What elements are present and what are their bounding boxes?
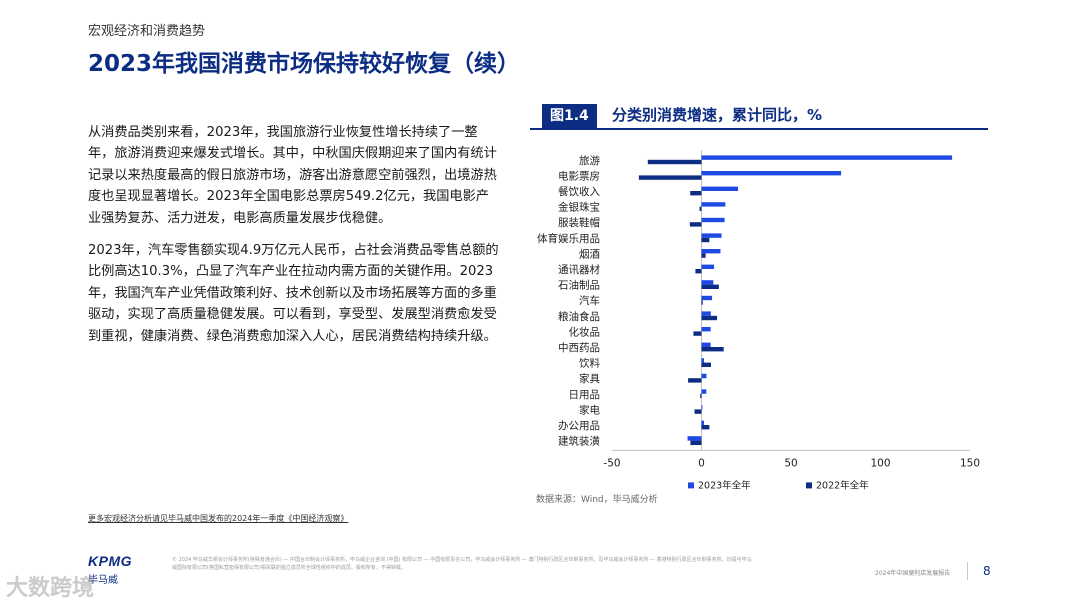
legend-label: 2022年全年 — [816, 479, 869, 491]
bar-2023 — [701, 280, 714, 285]
bar-2023 — [701, 233, 722, 238]
bar-2022 — [701, 315, 718, 321]
legend-label: 2023年全年 — [698, 479, 751, 491]
bar-2023 — [701, 155, 953, 160]
category-label: 电影票房 — [558, 169, 600, 182]
bar-2022 — [700, 393, 702, 399]
bar-2022 — [638, 175, 702, 180]
bar-2022 — [701, 253, 706, 258]
bar-2022 — [690, 191, 702, 196]
category-label: 建筑装潢 — [558, 435, 600, 448]
legend-swatch-2023 — [688, 482, 694, 489]
page-number: 8 — [983, 564, 991, 578]
bar-2022 — [690, 440, 702, 445]
category-label: 汽车 — [579, 294, 600, 307]
category-label: 化妆品 — [569, 325, 601, 338]
report-name: 2024年中国便利店发展报告 — [875, 570, 951, 577]
bar-2023 — [701, 311, 711, 316]
bar-2023 — [701, 202, 726, 207]
bar-2023 — [701, 264, 715, 269]
logo-text: KPMG — [88, 553, 132, 569]
section-label: 宏观经济和消费趋势 — [88, 24, 206, 39]
bar-2023 — [701, 249, 721, 254]
bar-2022 — [693, 331, 702, 336]
legend-swatch-2022 — [806, 482, 812, 489]
bar-2022 — [694, 409, 702, 414]
category-label: 饮料 — [579, 357, 600, 370]
bar-2023 — [701, 186, 739, 191]
category-label: 日用品 — [569, 389, 601, 401]
bar-2023 — [701, 327, 711, 332]
bar-2023 — [701, 217, 725, 223]
body-paragraph-1: 从消费品类别来看，2023年，我国旅游行业恢复性增长持续了一整年，旅游消费迎来爆… — [88, 125, 497, 226]
page-title: 2023年我国消费市场保持较好恢复（续） — [88, 51, 521, 77]
x-tick-label: 0 — [698, 457, 705, 469]
category-label: 办公用品 — [558, 419, 600, 432]
x-tick-label: 150 — [960, 457, 980, 469]
bar-2022 — [689, 222, 702, 227]
body-paragraph-2: 2023年，汽车零售额实现4.9万亿元人民币，占社会消费品零售总额的比例高达10… — [88, 243, 499, 344]
bar-2022 — [699, 206, 702, 211]
more-analysis-link[interactable]: 更多宏观经济分析请见毕马威中国发布的2024年一季度《中国经济观察》 — [88, 514, 349, 523]
bar-2023 — [701, 171, 842, 176]
watermark: 大数跨境 — [6, 576, 95, 601]
category-label: 中西药品 — [558, 341, 600, 354]
page-divider — [967, 562, 968, 580]
category-label: 餐饮收入 — [558, 185, 600, 198]
category-label: 家电 — [579, 403, 600, 416]
figure-badge: 图1.4 — [542, 104, 597, 128]
bar-2023 — [701, 405, 703, 410]
bar-2022 — [688, 378, 702, 383]
figure-title: 分类别消费增速，累计同比，% — [612, 106, 823, 124]
bar-2023 — [701, 389, 707, 394]
body-text: 从消费品类别来看，2023年，我国旅游行业恢复性增长持续了一整年，旅游消费迎来爆… — [88, 122, 500, 358]
bar-2023 — [701, 373, 707, 379]
bar-2023 — [701, 342, 711, 347]
category-label: 石油制品 — [558, 279, 600, 292]
bar-2022 — [701, 425, 710, 430]
figure-header: 图1.4 分类别消费增速，累计同比，% — [530, 104, 988, 130]
bar-2023 — [701, 420, 705, 425]
bar-2022 — [695, 269, 702, 274]
category-label: 烟酒 — [579, 247, 600, 260]
logo-subtext: 毕马威 — [88, 575, 118, 586]
category-label: 粮油食品 — [558, 310, 600, 323]
category-label: 服装鞋帽 — [558, 216, 600, 229]
category-label: 旅游 — [579, 154, 600, 167]
bar-2023 — [701, 358, 705, 363]
category-label: 家具 — [579, 372, 600, 385]
category-label: 金银珠宝 — [558, 201, 600, 214]
bar-2022 — [647, 159, 702, 165]
bar-2022 — [701, 237, 710, 243]
kpmg-logo: KPMG 毕马威 — [88, 553, 140, 595]
x-tick-label: 50 — [784, 457, 797, 469]
bar-2023 — [701, 295, 713, 301]
disclaimer: © 2024 毕马威华振会计师事务所(特殊普通合伙) — 中国合伙制会计师事务所… — [172, 557, 752, 571]
bar-2022 — [701, 284, 719, 289]
category-label: 体育娱乐用品 — [537, 232, 600, 245]
x-tick-label: 100 — [870, 457, 890, 469]
bar-2023 — [687, 436, 702, 441]
category-label: 通讯器材 — [558, 263, 600, 276]
data-source: 数据来源：Wind，毕马威分析 — [536, 495, 658, 505]
bar-2022 — [701, 300, 703, 305]
bar-2022 — [701, 347, 724, 352]
bar-2022 — [701, 362, 711, 367]
x-tick-label: -50 — [603, 457, 620, 469]
consumption-growth-chart: 旅游电影票房餐饮收入金银珠宝服装鞋帽体育娱乐用品烟酒通讯器材石油制品汽车粮油食品… — [537, 150, 980, 491]
